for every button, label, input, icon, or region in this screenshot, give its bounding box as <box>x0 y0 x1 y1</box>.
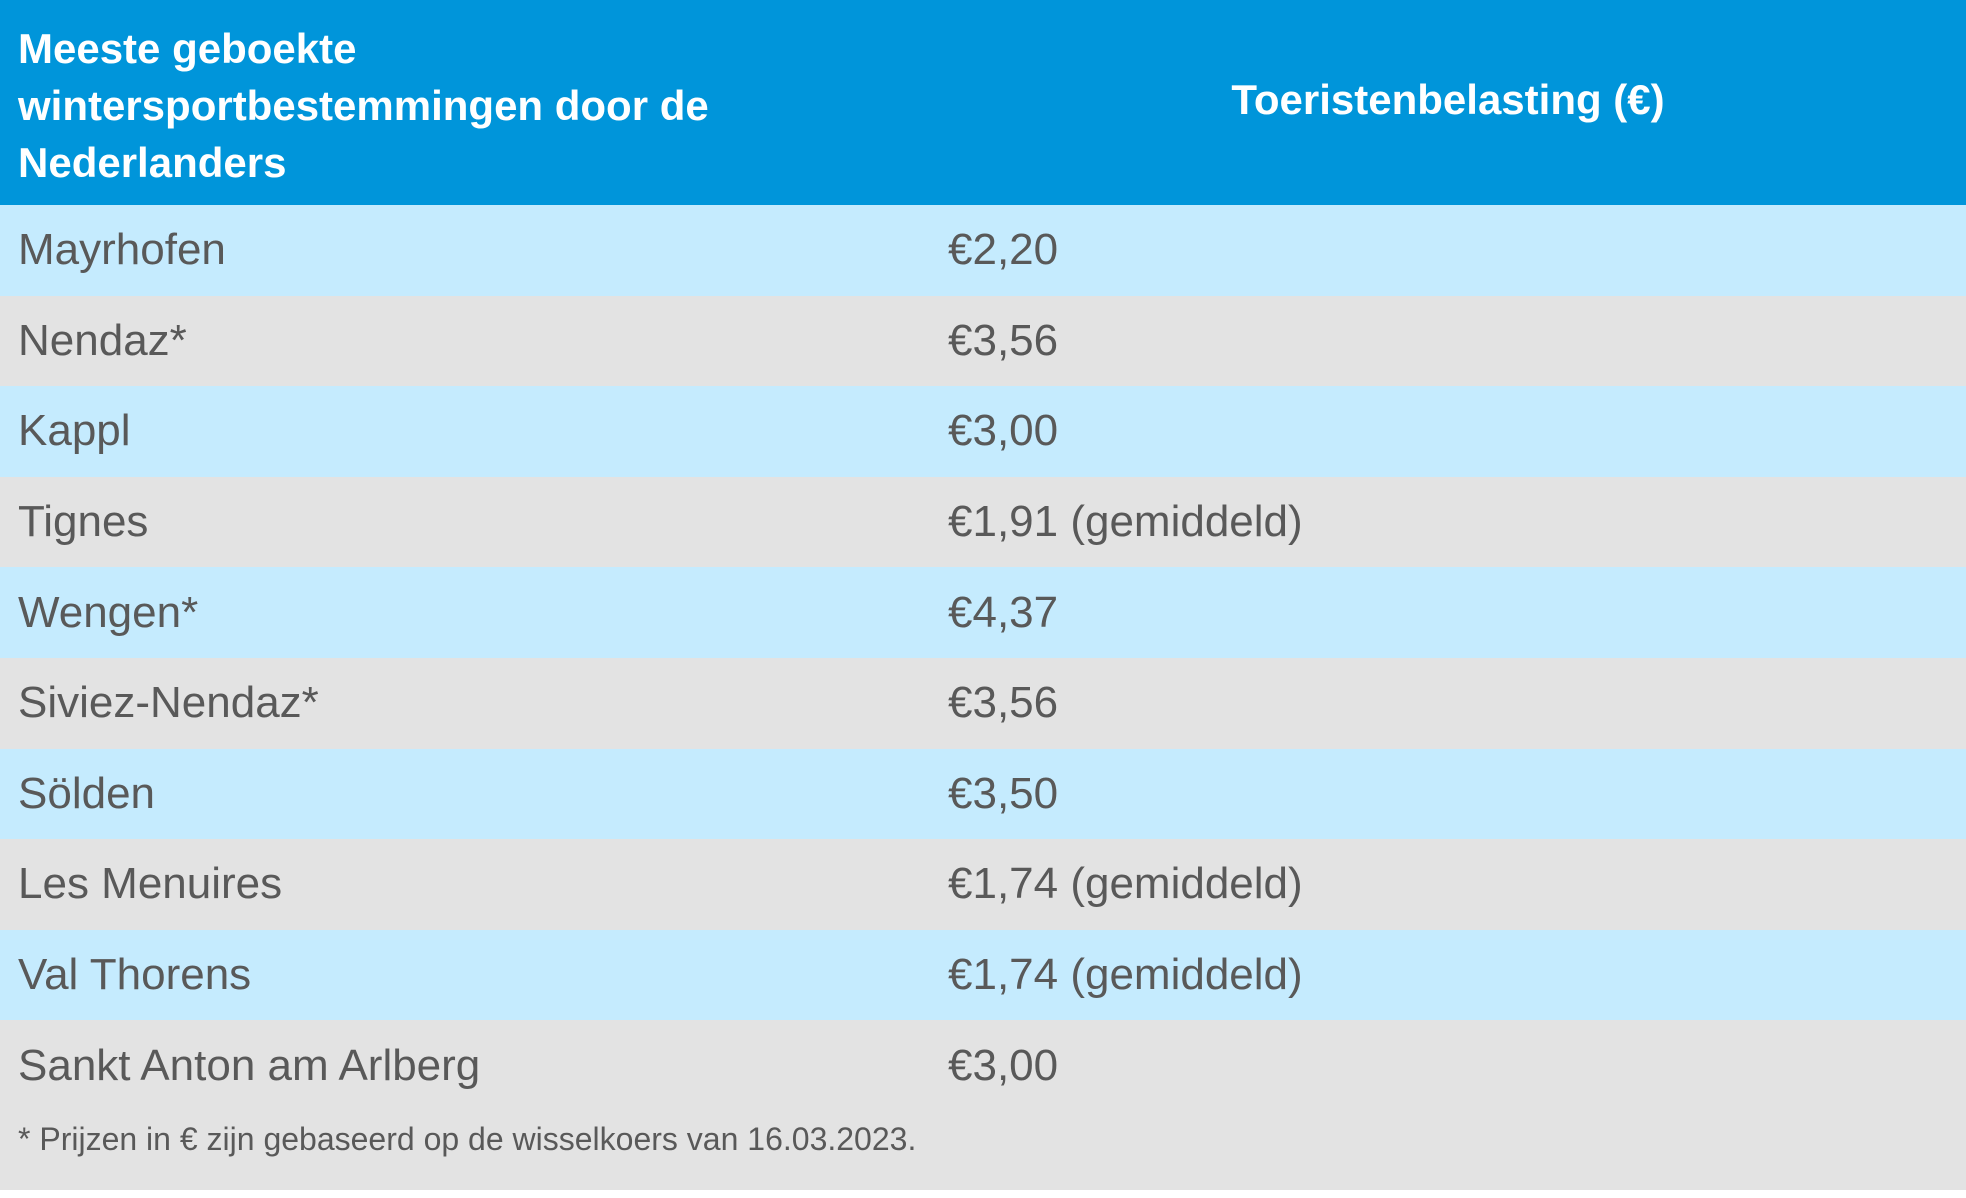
tax-cell: €3,00 <box>948 1040 1059 1090</box>
header-destination-line2: wintersportbestemmingen door de <box>18 82 709 129</box>
tax-cell: €4,37 <box>948 587 1059 637</box>
table-row: Les Menuires €1,74 (gemiddeld) <box>0 839 1966 930</box>
destination-cell: Nendaz* <box>18 315 187 365</box>
table-header: Meeste geboekte wintersportbestemmingen … <box>0 0 1966 205</box>
table-row: Nendaz* €3,56 <box>0 295 1966 387</box>
table-row: Wengen* €4,37 <box>0 567 1966 658</box>
table-row: Sankt Anton am Arlberg €3,00 <box>0 1020 1966 1111</box>
table-row: Sölden €3,50 <box>0 748 1966 840</box>
header-destination-line1: Meeste geboekte <box>18 25 357 72</box>
destination-cell: Les Menuires <box>18 859 283 909</box>
table-row: Tignes €1,91 (gemiddeld) <box>0 476 1966 568</box>
destination-cell: Sölden <box>18 768 156 818</box>
destination-cell: Kappl <box>18 406 131 456</box>
header-destination-line3: Nederlanders <box>18 139 287 186</box>
tax-cell: €3,00 <box>948 406 1059 456</box>
tax-cell: €1,74 (gemiddeld) <box>948 859 1303 909</box>
footnote: * Prijzen in € zijn gebaseerd op de wiss… <box>0 1110 1966 1190</box>
header-destination: Meeste geboekte wintersportbestemmingen … <box>0 0 930 205</box>
tax-cell: €3,56 <box>948 678 1059 728</box>
destination-cell: Tignes <box>18 497 149 547</box>
tax-cell: €2,20 <box>948 225 1059 275</box>
destination-cell: Wengen* <box>18 587 199 637</box>
tax-cell: €1,74 (gemiddeld) <box>948 950 1303 1000</box>
tax-cell: €1,91 (gemiddeld) <box>948 497 1303 547</box>
table-row: Mayrhofen €2,20 <box>0 205 1966 296</box>
destination-cell: Val Thorens <box>18 950 252 1000</box>
tax-cell: €3,56 <box>948 315 1059 365</box>
destination-cell: Mayrhofen <box>18 225 226 275</box>
destination-cell: Sankt Anton am Arlberg <box>18 1040 481 1090</box>
header-tourist-tax: Toeristenbelasting (€) <box>1231 76 1665 123</box>
tax-cell: €3,50 <box>948 768 1059 818</box>
table-row: Kappl €3,00 <box>0 386 1966 477</box>
destination-cell: Siviez-Nendaz* <box>18 678 319 728</box>
table-row: Siviez-Nendaz* €3,56 <box>0 657 1966 749</box>
table-row: Val Thorens €1,74 (gemiddeld) <box>0 929 1966 1021</box>
